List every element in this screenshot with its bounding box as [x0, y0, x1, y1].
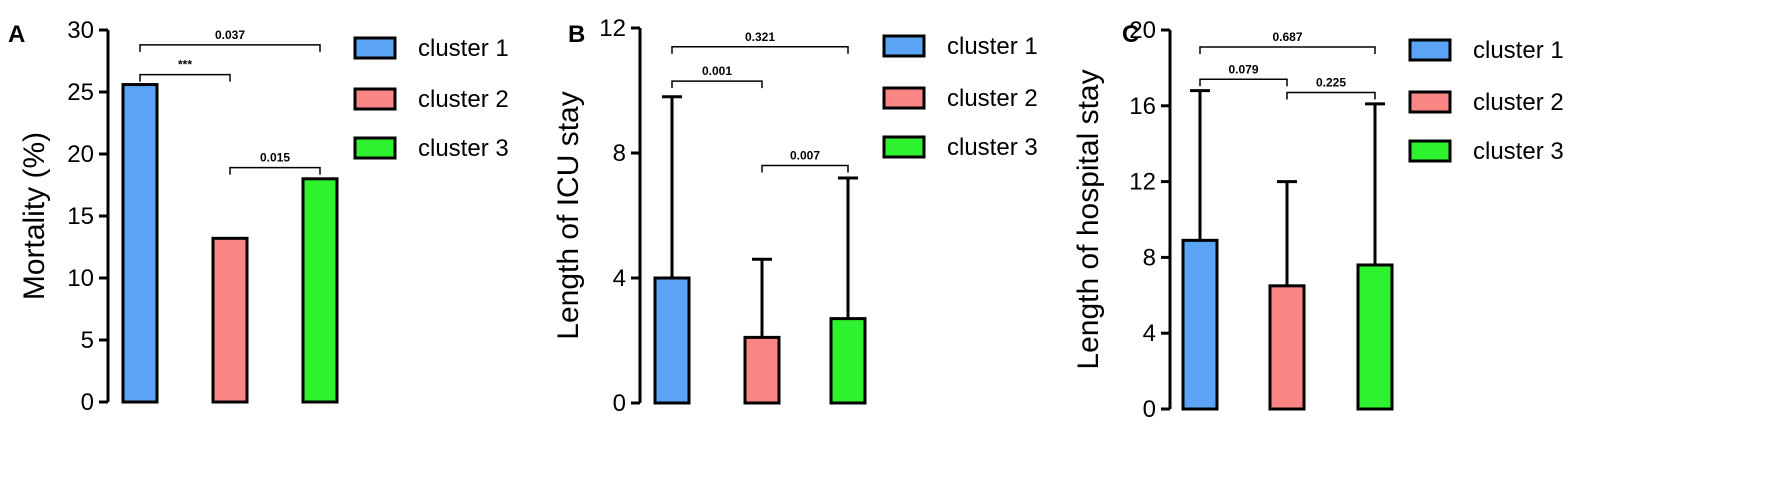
- bar-cluster-2: [743, 335, 781, 405]
- significance-bracket: [1286, 91, 1376, 100]
- legend-label: cluster 3: [947, 134, 1038, 161]
- y-tick-label: 0: [81, 389, 94, 416]
- significance-bracket: [671, 46, 849, 54]
- significance-label: 0.007: [790, 149, 820, 163]
- panel-letter: B: [568, 21, 585, 48]
- significance-bracket: [761, 164, 849, 173]
- panel-c: C 0 4 8 12 16 20 Length of hospital stay 0.079 0.…: [1072, 17, 1564, 423]
- significance-label: 0.079: [1228, 62, 1258, 76]
- significance-label: 0.037: [215, 28, 245, 42]
- significance-label: ***: [178, 58, 192, 72]
- y-tick-label: 0: [613, 390, 626, 417]
- legend-label: cluster 1: [947, 33, 1038, 60]
- legend-label: cluster 2: [1473, 89, 1564, 116]
- legend-swatch: [353, 36, 397, 60]
- bar-cluster-2: [1268, 284, 1306, 411]
- legend-swatch: [882, 86, 926, 110]
- y-axis-title: Mortality (%): [18, 132, 51, 300]
- legend-label: cluster 1: [418, 35, 509, 62]
- bar-cluster-3: [1356, 263, 1394, 411]
- legend-swatch: [882, 135, 926, 159]
- panel-a: A 0 5 10 15 20 25 30 Mortality (%) *** 0.037 0.015 c…: [8, 17, 509, 416]
- legend-swatch: [1408, 38, 1452, 62]
- legend-label: cluster 3: [418, 135, 509, 162]
- significance-bracket: [1199, 78, 1288, 87]
- y-tick-label: 25: [67, 79, 94, 106]
- bar-cluster-2: [211, 236, 249, 404]
- bar-cluster-1: [121, 83, 159, 404]
- legend-label: cluster 2: [418, 86, 509, 113]
- bar-cluster-1: [653, 276, 691, 405]
- bar-cluster-3: [301, 177, 339, 404]
- y-tick-label: 16: [1129, 93, 1156, 120]
- legend-swatch: [882, 34, 926, 58]
- significance-bracket: [671, 80, 763, 89]
- legend-swatch: [1408, 90, 1452, 114]
- legend-swatch: [353, 87, 397, 111]
- y-tick-label: 0: [1143, 396, 1156, 423]
- y-tick-label: 12: [599, 15, 626, 42]
- legend-swatch: [353, 136, 397, 160]
- legend-label: cluster 2: [947, 85, 1038, 112]
- panel-b: B 0 4 8 12 Length of ICU stay 0.001 0.321 0.007 c…: [552, 15, 1038, 417]
- y-tick-label: 10: [67, 265, 94, 292]
- y-tick-label: 8: [1143, 244, 1156, 271]
- y-tick-label: 12: [1129, 169, 1156, 196]
- y-tick-label: 20: [1129, 17, 1156, 44]
- y-axis-title: Length of ICU stay: [552, 91, 585, 339]
- y-tick-label: 4: [613, 265, 626, 292]
- legend-label: cluster 1: [1473, 37, 1564, 64]
- y-tick-label: 15: [67, 203, 94, 230]
- significance-label: 0.001: [702, 64, 732, 78]
- y-tick-label: 30: [67, 17, 94, 44]
- y-tick-label: 8: [613, 140, 626, 167]
- significance-label: 0.015: [260, 151, 290, 165]
- y-tick-label: 4: [1143, 320, 1156, 347]
- significance-bracket: [1199, 46, 1376, 55]
- panel-letter: A: [8, 21, 25, 48]
- significance-label: 0.225: [1316, 76, 1346, 90]
- panel-letter: C: [1122, 21, 1139, 48]
- significance-label: 0.687: [1272, 30, 1302, 44]
- legend-label: cluster 3: [1473, 138, 1564, 165]
- bar-cluster-1: [1181, 238, 1219, 411]
- y-axis-title: Length of hospital stay: [1072, 69, 1105, 369]
- significance-bracket: [229, 166, 321, 175]
- significance-bracket: [139, 73, 231, 82]
- bar-cluster-3: [829, 317, 867, 405]
- legend-swatch: [1408, 139, 1452, 163]
- y-tick-label: 20: [67, 141, 94, 168]
- y-tick-label: 5: [81, 327, 94, 354]
- significance-label: 0.321: [745, 30, 775, 44]
- significance-bracket: [139, 44, 321, 52]
